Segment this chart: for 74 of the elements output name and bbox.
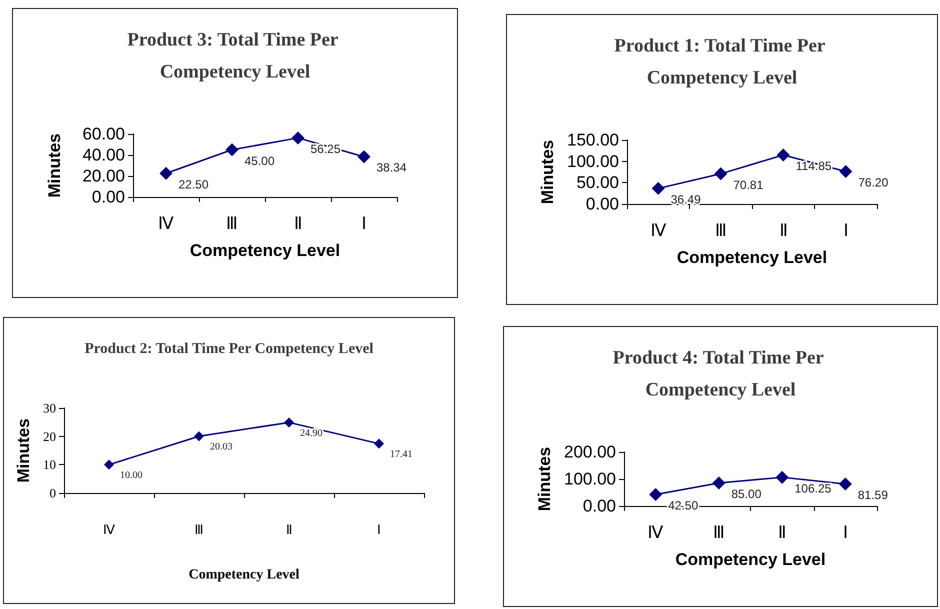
x-tick-label: Ⅲ [712,523,725,542]
x-axis-title: Competency Level [676,248,828,267]
y-tick-label: 100.00 [567,152,619,171]
point [374,438,384,449]
data-label: 24.90 [300,428,322,439]
y-tick-label: 10 [43,457,56,472]
data-label: 10.00 [120,470,142,482]
y-tick-label: 0 [50,486,56,500]
chart-title: Product 3: Total Time Per Competency Level [127,30,343,82]
point [160,166,172,180]
x-tick-label: Ⅳ [103,522,115,537]
data-label: 70.81 [733,178,764,192]
point [292,131,304,144]
x-axis-title: Competency Level [188,568,300,582]
data-label: 45.00 [244,154,275,168]
point [714,167,728,180]
x-tick-label: Ⅲ [194,522,204,537]
data-label: 81.59 [858,488,888,502]
chart-title: Product 4: Total Time Per Competency Level [612,348,828,400]
x-tick-label: Ⅳ [158,214,174,233]
point [104,460,114,470]
chart-title: Product 1: Total Time Per Competency Level [614,36,830,88]
x-axis-title: Competency Level [190,241,340,260]
data-label: 76.20 [858,175,889,190]
point [776,148,790,162]
y-tick-label: 20 [43,428,56,444]
y-axis-title: Minutes [535,446,554,512]
point [838,477,852,490]
y-axis-title: Minutes [45,133,64,198]
y-tick-label: 40.00 [82,146,125,164]
point [358,150,370,164]
point [712,476,726,490]
x-tick-label: Ⅱ [286,522,292,537]
x-tick-label: Ⅰ [362,214,366,233]
x-tick-label: Ⅲ [714,221,727,240]
data-label: 56.25 [310,142,341,156]
x-tick-label: Ⅳ [648,523,664,542]
point [839,164,852,178]
data-label: 106.25 [794,481,832,496]
data-label: 22.50 [178,177,209,192]
data-label: 17.41 [390,449,412,460]
y-tick-label: 20.00 [82,166,125,186]
data-label: 20.03 [210,442,232,453]
x-tick-label: Ⅰ [377,522,381,537]
y-tick-label: 150.00 [567,130,619,150]
y-tick-label: 0.00 [582,496,616,516]
x-tick-label: Ⅲ [226,214,238,233]
x-tick-label: Ⅳ [650,221,666,240]
x-tick-label: Ⅱ [294,214,302,233]
y-tick-label: 60.00 [82,124,125,144]
y-tick-label: 30 [43,400,56,416]
y-tick-label: 0.00 [92,188,125,206]
data-label: 114.85 [796,158,832,173]
y-axis-title: Minutes [538,140,558,204]
data-label: 36.49 [670,192,702,206]
point [226,143,238,156]
point [652,182,665,195]
y-tick-label: 50.00 [576,173,619,192]
data-label: 85.00 [731,487,762,502]
point [649,488,662,502]
x-tick-label: Ⅰ [843,221,848,240]
y-axis-title: Minutes [14,418,34,483]
y-tick-label: 200.00 [564,442,616,462]
point [776,470,789,484]
x-tick-label: Ⅱ [778,523,786,542]
point [194,431,204,442]
data-label: 38.34 [376,160,407,175]
y-tick-label: 100.00 [564,470,616,488]
x-tick-label: Ⅱ [779,221,788,240]
x-tick-label: Ⅰ [842,523,848,542]
x-axis-title: Competency Level [675,550,826,569]
y-tick-label: 0.00 [586,194,619,214]
point [284,417,294,428]
chart-title: Product 2: Total Time Per Competency Level [84,341,374,357]
